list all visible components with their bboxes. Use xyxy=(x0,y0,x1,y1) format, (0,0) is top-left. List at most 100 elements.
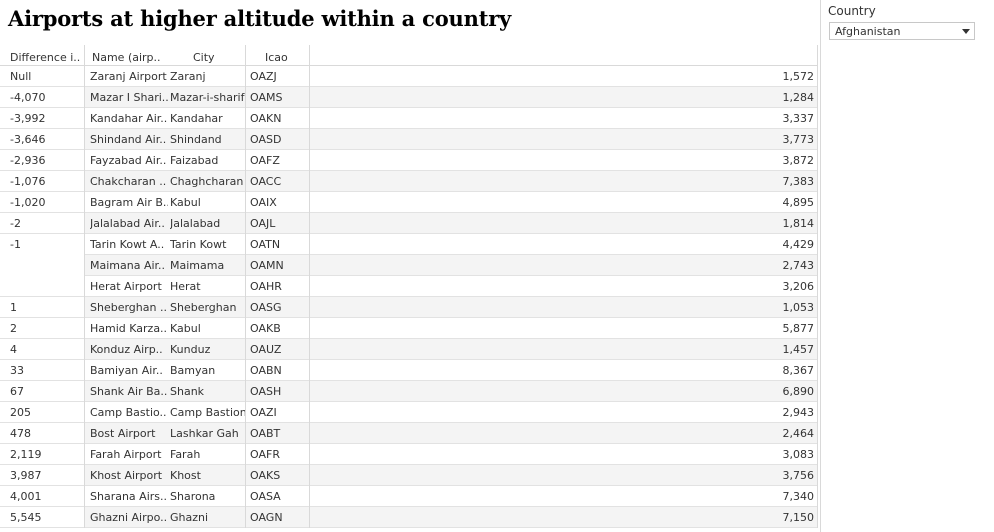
cell-difference: 1 xyxy=(10,301,17,314)
dashboard-title: Airports at higher altitude within a cou… xyxy=(8,6,512,31)
cell-difference: 4,001 xyxy=(10,490,42,503)
table-row[interactable]: 3,987 Khost Airport Khost OAKS 3,756 xyxy=(0,465,818,486)
cell-icao: OAFR xyxy=(250,448,280,461)
cell-city: Tarin Kowt xyxy=(170,238,227,251)
cell-difference: -1 xyxy=(10,238,21,251)
cell-altitude-value: 2,943 xyxy=(782,406,815,419)
cell-airport-name: Camp Bastio.. xyxy=(90,406,167,419)
cell-icao: OAZI xyxy=(250,406,277,419)
cell-altitude-value: 3,337 xyxy=(782,112,815,125)
table-row[interactable]: -2,936 Fayzabad Air.. Faizabad OAFZ 3,872 xyxy=(0,150,818,171)
cell-icao: OACC xyxy=(250,175,282,188)
cell-city: Sharona xyxy=(170,490,216,503)
column-divider xyxy=(817,45,818,528)
cell-altitude-value: 5,877 xyxy=(782,322,815,335)
cell-altitude-value: 3,872 xyxy=(782,154,815,167)
table-row[interactable]: 67 Shank Air Ba.. Shank OASH 6,890 xyxy=(0,381,818,402)
table-row[interactable]: -1,020 Bagram Air B.. Kabul OAIX 4,895 xyxy=(0,192,818,213)
country-filter-label: Country xyxy=(828,4,876,18)
table-row[interactable]: -2 Jalalabad Air.. Jalalabad OAJL 1,814 xyxy=(0,213,818,234)
cell-icao: OAIX xyxy=(250,196,277,209)
cell-difference: 205 xyxy=(10,406,31,419)
cell-icao: OATN xyxy=(250,238,281,251)
table-row[interactable]: 5,545 Ghazni Airpo.. Ghazni OAGN 7,150 xyxy=(0,507,818,528)
cell-altitude-value: 4,429 xyxy=(782,238,815,251)
cell-city: Chaghcharan xyxy=(170,175,244,188)
cell-altitude-value: 7,340 xyxy=(782,490,815,503)
cell-difference: Null xyxy=(10,70,32,83)
table-row[interactable]: -3,646 Shindand Air.. Shindand OASD 3,773 xyxy=(0,129,818,150)
cell-altitude-value: 7,150 xyxy=(782,511,815,524)
cell-airport-name: Kandahar Air.. xyxy=(90,112,168,125)
cell-difference: 4 xyxy=(10,343,17,356)
cell-icao: OAUZ xyxy=(250,343,282,356)
cell-icao: OASH xyxy=(250,385,282,398)
cell-airport-name: Shindand Air.. xyxy=(90,133,167,146)
cell-airport-name: Konduz Airp.. xyxy=(90,343,163,356)
table-row[interactable]: Herat Airport Herat OAHR 3,206 xyxy=(0,276,818,297)
table-row[interactable]: -1,076 Chakcharan .. Chaghcharan OACC 7,383 xyxy=(0,171,818,192)
cell-icao: OASD xyxy=(250,133,282,146)
cell-difference: -3,992 xyxy=(10,112,46,125)
cell-city: Bamyan xyxy=(170,364,216,377)
header-name[interactable]: Name (airp.. xyxy=(92,51,161,64)
cell-city: Zaranj xyxy=(170,70,206,83)
header-city[interactable]: City xyxy=(193,51,215,64)
table-row[interactable]: 33 Bamiyan Air.. Bamyan OABN 8,367 xyxy=(0,360,818,381)
cell-airport-name: Fayzabad Air.. xyxy=(90,154,167,167)
header-icao[interactable]: Icao xyxy=(265,51,288,64)
cell-icao: OAMS xyxy=(250,91,283,104)
cell-icao: OAGN xyxy=(250,511,283,524)
country-dropdown[interactable]: Afghanistan xyxy=(829,22,975,40)
cell-city: Lashkar Gah xyxy=(170,427,239,440)
cell-icao: OASA xyxy=(250,490,281,503)
table-row[interactable]: -3,992 Kandahar Air.. Kandahar OAKN 3,337 xyxy=(0,108,818,129)
table-row[interactable]: 1 Sheberghan .. Sheberghan OASG 1,053 xyxy=(0,297,818,318)
cell-difference: 33 xyxy=(10,364,24,377)
table-row[interactable]: 478 Bost Airport Lashkar Gah OABT 2,464 xyxy=(0,423,818,444)
cell-airport-name: Farah Airport xyxy=(90,448,162,461)
header-difference[interactable]: Difference i.. xyxy=(10,51,81,64)
cell-icao: OASG xyxy=(250,301,282,314)
cell-altitude-value: 7,383 xyxy=(782,175,815,188)
cell-airport-name: Shank Air Ba.. xyxy=(90,385,168,398)
cell-city: Camp Bastion xyxy=(170,406,246,419)
cell-altitude-value: 1,053 xyxy=(782,301,815,314)
cell-city: Herat xyxy=(170,280,201,293)
cell-difference: -1,076 xyxy=(10,175,46,188)
table-row[interactable]: 4 Konduz Airp.. Kunduz OAUZ 1,457 xyxy=(0,339,818,360)
cell-city: Farah xyxy=(170,448,201,461)
cell-icao: OAJL xyxy=(250,217,276,230)
chevron-down-icon[interactable] xyxy=(962,29,970,34)
table-row[interactable]: -1 Tarin Kowt A.. Tarin Kowt OATN 4,429 xyxy=(0,234,818,255)
cell-airport-name: Zaranj Airport xyxy=(90,70,167,83)
table-row[interactable]: 205 Camp Bastio.. Camp Bastion OAZI 2,943 xyxy=(0,402,818,423)
cell-difference: 2 xyxy=(10,322,17,335)
cell-altitude-value: 2,743 xyxy=(782,259,815,272)
table-row[interactable]: Maimana Air.. Maimama OAMN 2,743 xyxy=(0,255,818,276)
cell-icao: OABN xyxy=(250,364,282,377)
cell-altitude-value: 3,083 xyxy=(782,448,815,461)
cell-city: Maimama xyxy=(170,259,225,272)
cell-city: Kabul xyxy=(170,196,201,209)
cell-city: Khost xyxy=(170,469,201,482)
cell-airport-name: Herat Airport xyxy=(90,280,162,293)
cell-difference: 3,987 xyxy=(10,469,42,482)
table-row[interactable]: -4,070 Mazar I Shari.. Mazar-i-sharif OAMS 1… xyxy=(0,87,818,108)
table-row[interactable]: 4,001 Sharana Airs.. Sharona OASA 7,340 xyxy=(0,486,818,507)
cell-altitude-value: 6,890 xyxy=(782,385,815,398)
cell-airport-name: Jalalabad Air.. xyxy=(90,217,165,230)
table-row[interactable]: 2,119 Farah Airport Farah OAFR 3,083 xyxy=(0,444,818,465)
cell-icao: OABT xyxy=(250,427,281,440)
cell-airport-name: Khost Airport xyxy=(90,469,163,482)
cell-airport-name: Maimana Air.. xyxy=(90,259,166,272)
table-row[interactable]: 2 Hamid Karza.. Kabul OAKB 5,877 xyxy=(0,318,818,339)
cell-airport-name: Bamiyan Air.. xyxy=(90,364,163,377)
cell-icao: OAZJ xyxy=(250,70,277,83)
table-body: Null Zaranj Airport Zaranj OAZJ 1,572 -4,070 M… xyxy=(0,66,818,528)
cell-airport-name: Bagram Air B.. xyxy=(90,196,168,209)
cell-city: Sheberghan xyxy=(170,301,237,314)
cell-difference: -4,070 xyxy=(10,91,46,104)
pane-divider xyxy=(820,0,821,532)
table-row[interactable]: Null Zaranj Airport Zaranj OAZJ 1,572 xyxy=(0,66,818,87)
